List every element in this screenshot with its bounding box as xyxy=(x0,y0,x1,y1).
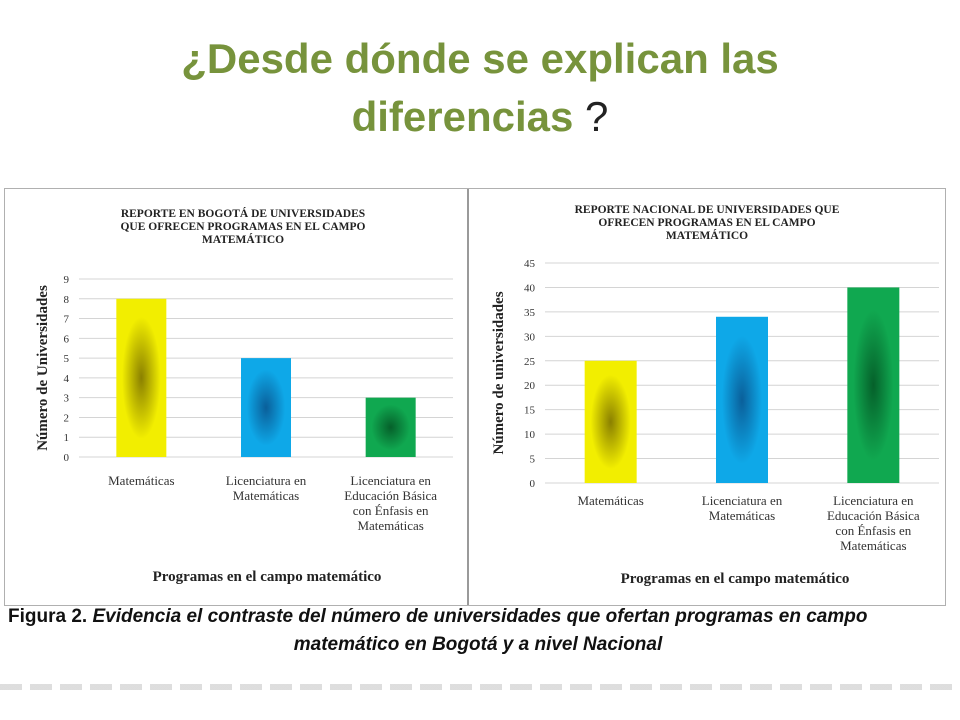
x-category-label: Matemáticas xyxy=(357,518,423,533)
bar xyxy=(847,287,900,483)
bar xyxy=(716,316,768,483)
x-category-label: Educación Básica xyxy=(344,488,437,503)
y-tick-label: 20 xyxy=(524,380,536,392)
y-tick-label: 15 xyxy=(524,405,536,417)
y-axis-label: Número de Universidades xyxy=(35,285,51,451)
y-tick-label: 6 xyxy=(64,333,70,345)
y-tick-label: 0 xyxy=(530,478,536,490)
y-tick-label: 5 xyxy=(530,454,536,466)
x-category-label: Matemáticas xyxy=(709,508,775,523)
figure-panel: REPORTE EN BOGOTÁ DE UNIVERSIDADES QUE OF… xyxy=(4,188,946,606)
chart-title-line: REPORTE EN BOGOTÁ DE UNIVERSIDADES xyxy=(121,206,365,220)
bar xyxy=(365,397,416,457)
x-category-label: Matemáticas xyxy=(577,493,643,508)
x-category-label: con Énfasis en xyxy=(353,503,429,518)
slide-title: ¿Desde dónde se explican las diferencias… xyxy=(0,30,960,146)
cut-off-text-line xyxy=(0,684,960,690)
y-tick-label: 30 xyxy=(524,331,536,343)
chart-nacional: REPORTE NACIONAL DE UNIVERSIDADES QUEOFR… xyxy=(491,204,939,587)
chart-title-line: MATEMÁTICO xyxy=(202,232,284,246)
chart-title-line: MATEMÁTICO xyxy=(666,228,748,242)
y-tick-label: 0 xyxy=(64,452,70,464)
y-tick-label: 8 xyxy=(64,294,70,306)
y-tick-label: 40 xyxy=(524,282,536,294)
x-category-label: Licenciatura en xyxy=(350,473,431,488)
y-tick-label: 7 xyxy=(64,314,70,326)
chart-title-line: QUE OFRECEN PROGRAMAS EN EL CAMPO xyxy=(120,221,365,233)
x-category-label: Licenciatura en xyxy=(226,473,307,488)
bar xyxy=(116,298,167,457)
x-category-label: Matemáticas xyxy=(840,538,906,553)
y-tick-label: 10 xyxy=(524,429,536,441)
x-category-label: con Énfasis en xyxy=(835,523,911,538)
caption-label: Figura 2. xyxy=(8,606,88,627)
y-tick-label: 4 xyxy=(64,373,70,385)
x-category-label: Licenciatura en xyxy=(702,493,783,508)
caption-text-line1: Evidencia el contraste del número de uni… xyxy=(92,606,868,627)
y-tick-label: 25 xyxy=(524,356,536,368)
y-axis-label: Número de universidades xyxy=(491,291,507,454)
bar xyxy=(584,360,637,483)
title-question-mark: ? xyxy=(573,93,609,140)
slide-title-text: ¿Desde dónde se explican las diferencias… xyxy=(181,35,779,140)
bar xyxy=(241,358,291,457)
figure-caption: Figura 2. Evidencia el contraste del núm… xyxy=(8,604,948,658)
x-axis-label: Programas en el campo matemático xyxy=(153,569,382,585)
chart-title-line: REPORTE NACIONAL DE UNIVERSIDADES QUE xyxy=(575,204,840,216)
y-tick-label: 3 xyxy=(64,393,70,405)
chart-title-line: OFRECEN PROGRAMAS EN EL CAMPO xyxy=(598,217,815,229)
x-axis-label: Programas en el campo matemático xyxy=(621,571,850,587)
y-tick-label: 1 xyxy=(64,432,70,444)
y-tick-label: 5 xyxy=(64,353,70,365)
y-tick-label: 2 xyxy=(64,412,70,424)
x-category-label: Matemáticas xyxy=(108,473,174,488)
x-category-label: Matemáticas xyxy=(233,488,299,503)
y-tick-label: 9 xyxy=(64,274,70,286)
figure-divider xyxy=(467,189,469,605)
caption-text-line2: matemático en Bogotá y a nivel Nacional xyxy=(293,634,663,655)
y-tick-label: 35 xyxy=(524,307,536,319)
y-tick-label: 45 xyxy=(524,258,536,270)
x-category-label: Educación Básica xyxy=(827,508,920,523)
x-category-label: Licenciatura en xyxy=(833,493,914,508)
